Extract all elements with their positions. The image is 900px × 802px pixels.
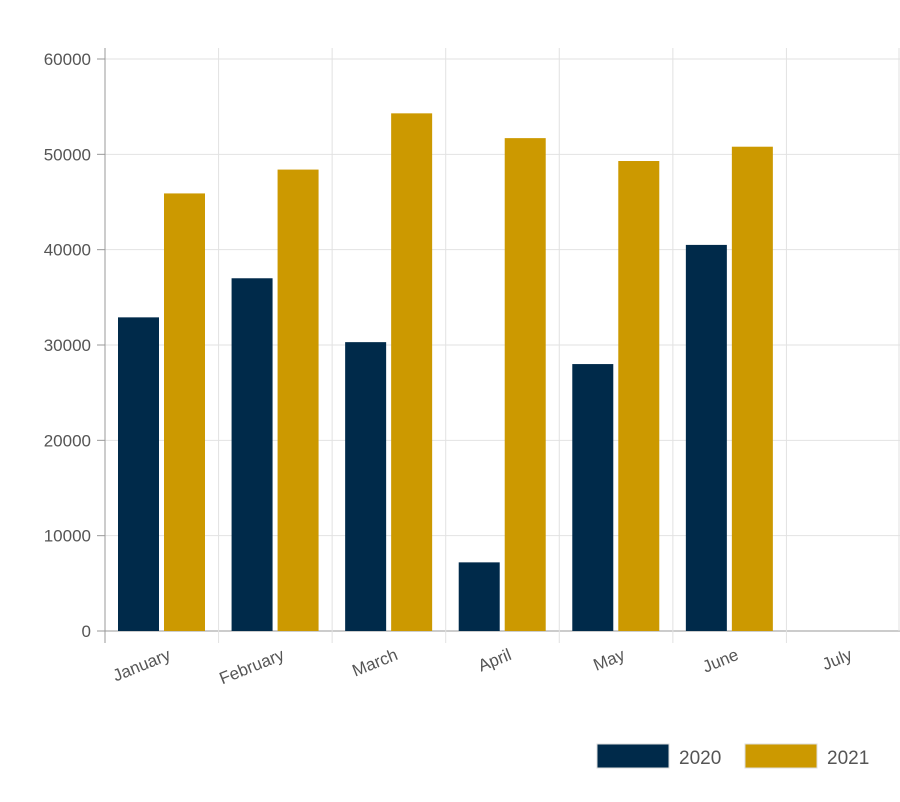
legend-label-2020: 2020 xyxy=(679,748,721,769)
bar-2021-April xyxy=(504,138,546,632)
bar-2020-March xyxy=(345,342,387,631)
y-tick-label: 20000 xyxy=(44,431,91,450)
y-tick-label: 30000 xyxy=(44,336,91,355)
bar-2020-May xyxy=(572,364,614,631)
x-tick-label: June xyxy=(700,645,741,676)
y-tick-label: 60000 xyxy=(44,50,91,69)
legend-swatch-2021 xyxy=(744,743,818,769)
legend-label-2021: 2021 xyxy=(827,748,869,769)
x-tick-label: May xyxy=(591,645,628,675)
y-tick-label: 50000 xyxy=(44,145,91,164)
x-tick-label: March xyxy=(350,645,401,680)
y-tick-label: 40000 xyxy=(44,241,91,260)
bar-2021-June xyxy=(731,146,773,631)
bar-2020-February xyxy=(231,278,273,631)
x-tick-label: February xyxy=(217,645,288,688)
bar-2021-February xyxy=(277,169,319,631)
legend-swatch-2020 xyxy=(596,743,670,769)
y-tick-label: 0 xyxy=(82,622,91,641)
y-tick-label: 10000 xyxy=(44,527,91,546)
bar-2020-January xyxy=(118,317,159,631)
x-tick-label: January xyxy=(110,645,174,685)
x-tick-label: July xyxy=(820,645,856,674)
bar-2021-May xyxy=(618,161,660,632)
bar-2020-June xyxy=(685,244,727,631)
x-tick-label: April xyxy=(475,645,514,675)
bar-2021-March xyxy=(391,113,433,632)
bar-2021-January xyxy=(164,193,205,632)
bar-2020-April xyxy=(458,562,500,631)
